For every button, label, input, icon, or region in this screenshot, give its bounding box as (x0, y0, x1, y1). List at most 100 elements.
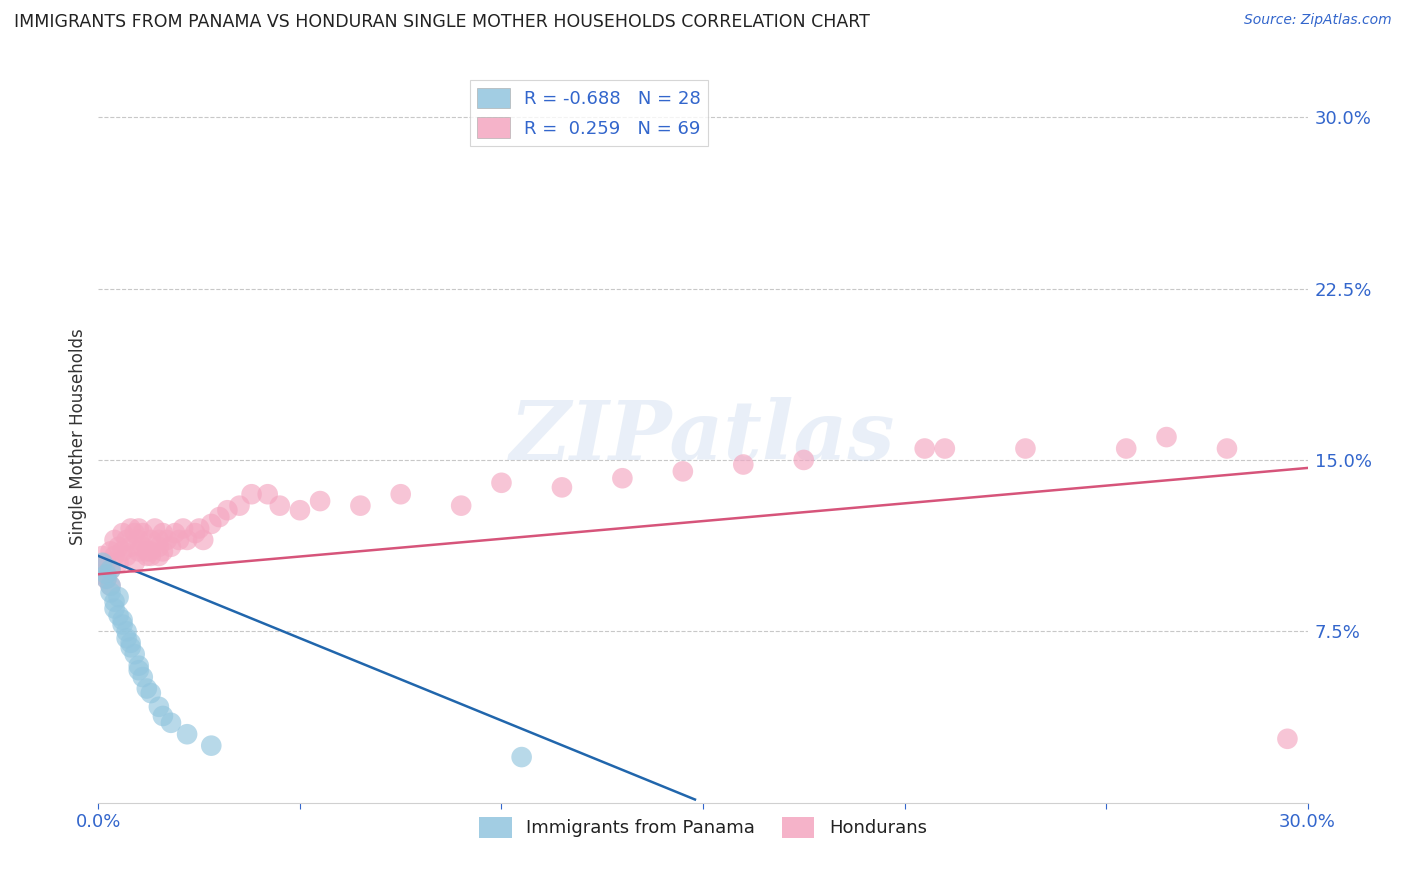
Point (184, 526, 207, 541)
Point (107, 590, 129, 604)
Point (128, 658, 150, 673)
Point (269, 499, 291, 513)
Text: ZIPatlas: ZIPatlas (510, 397, 896, 477)
Point (672, 464, 695, 478)
Point (188, 521, 211, 535)
Point (612, 471, 634, 485)
Point (120, 636, 142, 650)
Point (148, 533, 170, 547)
Point (100, 544, 122, 558)
Point (100, 579, 122, 593)
Point (96, 556, 118, 570)
Point (124, 526, 146, 541)
Point (172, 521, 194, 535)
Point (152, 544, 174, 558)
Point (176, 533, 198, 547)
Point (152, 526, 174, 541)
Point (103, 595, 125, 609)
Point (288, 503, 311, 517)
Point (256, 487, 278, 501)
Point (1156, 430, 1178, 444)
Point (120, 540, 142, 554)
Point (111, 617, 134, 632)
Point (139, 686, 162, 700)
Point (91, 549, 114, 563)
Point (132, 670, 155, 684)
Point (135, 544, 157, 558)
Point (96, 567, 118, 582)
Point (91, 567, 114, 582)
Point (160, 715, 183, 730)
Point (135, 549, 157, 563)
Point (103, 601, 125, 615)
Point (143, 521, 166, 535)
Point (148, 540, 170, 554)
Point (128, 521, 150, 535)
Point (115, 624, 138, 639)
Point (228, 499, 250, 513)
Point (160, 540, 183, 554)
Point (148, 699, 170, 714)
Point (208, 510, 231, 524)
Point (115, 549, 138, 563)
Text: Source: ZipAtlas.com: Source: ZipAtlas.com (1244, 13, 1392, 28)
Point (148, 549, 170, 563)
Point (200, 516, 222, 531)
Point (128, 544, 150, 558)
Text: IMMIGRANTS FROM PANAMA VS HONDURAN SINGLE MOTHER HOUSEHOLDS CORRELATION CHART: IMMIGRANTS FROM PANAMA VS HONDURAN SINGL… (14, 13, 870, 31)
Point (135, 681, 157, 696)
Point (551, 480, 574, 494)
Point (107, 556, 129, 570)
Point (139, 549, 162, 563)
Point (100, 585, 122, 599)
Point (103, 549, 125, 563)
Point (96, 572, 118, 586)
Point (152, 709, 174, 723)
Point (132, 540, 155, 554)
Point (128, 533, 150, 547)
Point (217, 503, 239, 517)
Point (111, 544, 134, 558)
Y-axis label: Single Mother Households: Single Mother Households (69, 329, 87, 545)
Point (128, 663, 150, 677)
Point (510, 750, 533, 764)
Point (107, 608, 129, 623)
Point (1277, 731, 1299, 746)
Point (193, 533, 215, 547)
Point (167, 533, 190, 547)
Point (115, 533, 138, 547)
Point (240, 487, 263, 501)
Point (120, 640, 142, 655)
Point (132, 526, 155, 541)
Point (100, 563, 122, 577)
Point (793, 453, 815, 467)
Point (389, 487, 412, 501)
Point (1216, 442, 1239, 456)
Point (176, 727, 198, 741)
Point (124, 647, 146, 661)
Point (120, 521, 142, 535)
Point (1115, 442, 1137, 456)
Point (139, 533, 162, 547)
Point (115, 632, 138, 646)
Point (96, 572, 118, 586)
Point (124, 556, 146, 570)
Point (156, 533, 179, 547)
Point (103, 533, 125, 547)
Point (733, 458, 755, 472)
Point (1014, 442, 1036, 456)
Point (111, 526, 134, 541)
Point (200, 739, 222, 753)
Point (111, 613, 134, 627)
Legend: Immigrants from Panama, Hondurans: Immigrants from Panama, Hondurans (472, 810, 934, 845)
Point (139, 544, 162, 558)
Point (100, 579, 122, 593)
Point (349, 499, 371, 513)
Point (100, 563, 122, 577)
Point (450, 499, 472, 513)
Point (914, 442, 936, 456)
Point (107, 540, 129, 554)
Point (934, 442, 956, 456)
Point (491, 475, 513, 490)
Point (163, 526, 186, 541)
